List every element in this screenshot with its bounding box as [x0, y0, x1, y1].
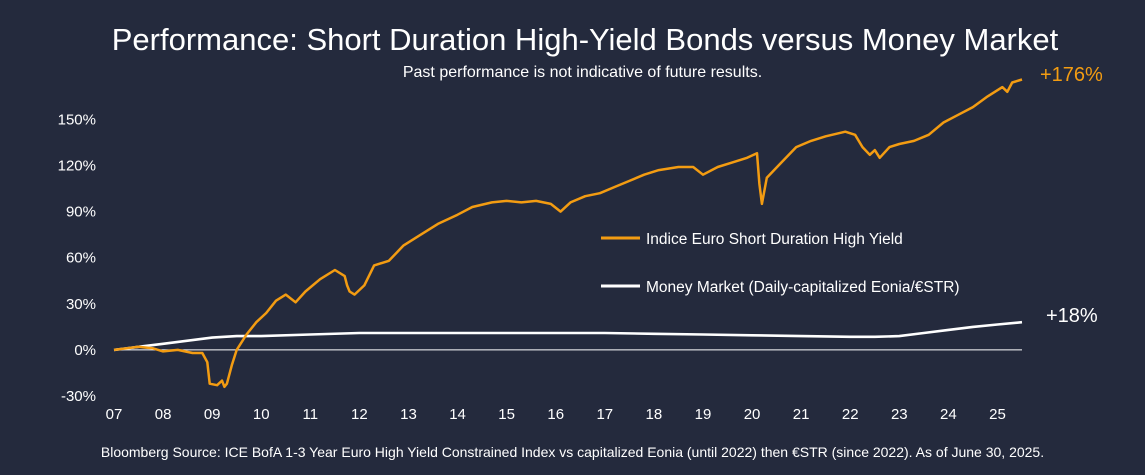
legend-label-hy: Indice Euro Short Duration High Yield — [646, 231, 903, 248]
x-tick-label: 21 — [793, 406, 810, 423]
x-tick-label: 16 — [547, 406, 564, 423]
x-tick-label: 11 — [303, 406, 319, 423]
end-label-hy: +176% — [1040, 64, 1103, 86]
series-lines — [113, 78, 1023, 389]
x-tick-label: 24 — [940, 406, 957, 423]
y-tick-label: 120% — [58, 158, 96, 175]
x-tick-label: 10 — [253, 406, 270, 423]
x-axis: 07 08 09 10 11 12 13 14 15 16 17 18 19 20 21 22 23 24 25 — [106, 406, 1006, 423]
x-tick-label: 15 — [498, 406, 515, 423]
chart-subtitle: Past performance is not indicative of fu… — [402, 64, 763, 81]
end-labels: +176% +18% — [1040, 64, 1103, 327]
y-tick-label: 0% — [74, 342, 96, 359]
x-tick-label: 20 — [744, 406, 761, 423]
legend: Indice Euro Short Duration High Yield Mo… — [601, 231, 960, 296]
chart-title: Performance: Short Duration High-Yield B… — [111, 22, 1059, 57]
source-footnote: Bloomberg Source: ICE BofA 1-3 Year Euro… — [100, 444, 1045, 460]
y-tick-label: 150% — [58, 111, 96, 128]
legend-label-mm: Money Market (Daily-capitalized Eonia/€S… — [646, 279, 960, 296]
x-tick-label: 14 — [449, 406, 466, 423]
x-tick-label: 08 — [155, 406, 172, 423]
series-line-money-market — [113, 320, 1023, 352]
x-tick-label: 17 — [596, 406, 613, 423]
x-tick-label: 23 — [891, 406, 908, 423]
x-tick-label: 09 — [204, 406, 221, 423]
x-tick-label: 13 — [400, 406, 417, 423]
x-tick-label: 18 — [646, 406, 663, 423]
y-tick-label: 90% — [66, 204, 96, 221]
y-axis: -30% 0% 30% 60% 90% 120% 150% — [58, 111, 96, 405]
y-tick-label: 30% — [66, 296, 96, 313]
x-tick-label: 19 — [695, 406, 712, 423]
x-tick-label: 25 — [989, 406, 1006, 423]
y-tick-label: 60% — [66, 250, 96, 267]
x-tick-label: 12 — [351, 406, 368, 423]
x-tick-label: 22 — [842, 406, 859, 423]
y-tick-label: -30% — [61, 388, 96, 405]
x-tick-label: 07 — [106, 406, 123, 423]
series-line-hy — [113, 78, 1023, 389]
end-label-money-market: +18% — [1046, 305, 1098, 327]
